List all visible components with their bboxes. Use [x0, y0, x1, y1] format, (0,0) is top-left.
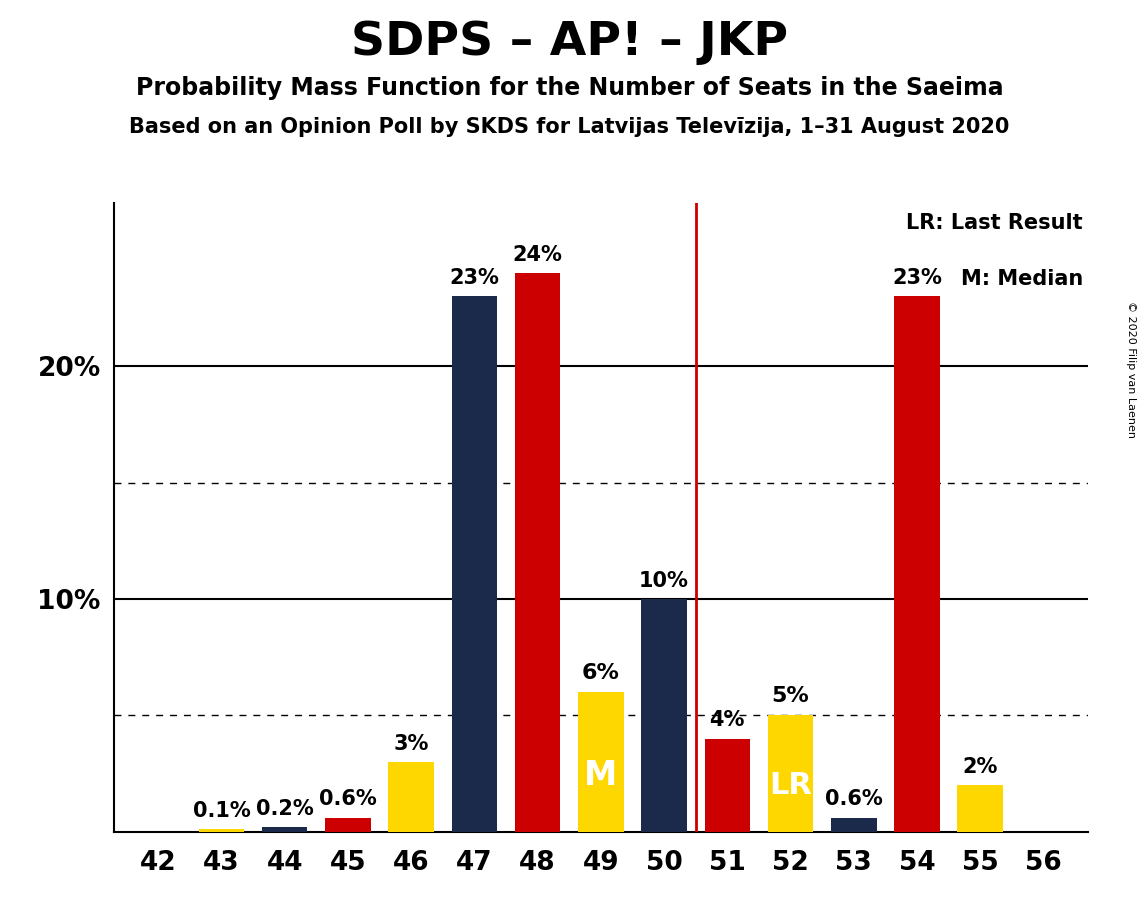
Text: Based on an Opinion Poll by SKDS for Latvijas Televīzija, 1–31 August 2020: Based on an Opinion Poll by SKDS for Lat…	[130, 117, 1009, 138]
Bar	[515, 274, 560, 832]
Text: 6%: 6%	[582, 663, 620, 683]
Text: 2%: 2%	[962, 757, 998, 777]
Text: 24%: 24%	[513, 245, 563, 265]
Text: 0.2%: 0.2%	[256, 799, 313, 819]
Text: Probability Mass Function for the Number of Seats in the Saeima: Probability Mass Function for the Number…	[136, 76, 1003, 100]
Bar	[325, 818, 370, 832]
Bar	[894, 297, 940, 832]
Text: 0.1%: 0.1%	[192, 801, 251, 821]
Bar	[451, 297, 497, 832]
Bar	[641, 599, 687, 832]
Text: LR: LR	[769, 771, 812, 799]
Bar	[388, 761, 434, 832]
Bar	[262, 827, 308, 832]
Text: 3%: 3%	[393, 734, 428, 754]
Bar	[831, 818, 877, 832]
Text: © 2020 Filip van Laenen: © 2020 Filip van Laenen	[1126, 301, 1136, 438]
Bar	[198, 829, 244, 832]
Text: 0.6%: 0.6%	[825, 789, 883, 809]
Bar	[958, 785, 1003, 832]
Text: 4%: 4%	[710, 711, 745, 730]
Bar	[768, 715, 813, 832]
Text: 23%: 23%	[892, 268, 942, 288]
Bar	[579, 692, 623, 832]
Text: LR: Last Result: LR: Last Result	[907, 213, 1083, 233]
Text: M: Median: M: Median	[960, 269, 1083, 289]
Text: 5%: 5%	[771, 686, 810, 706]
Text: 23%: 23%	[450, 268, 499, 288]
Bar	[705, 738, 751, 832]
Text: 10%: 10%	[639, 571, 689, 590]
Text: 0.6%: 0.6%	[319, 789, 377, 809]
Text: SDPS – AP! – JKP: SDPS – AP! – JKP	[351, 20, 788, 66]
Text: M: M	[584, 760, 617, 792]
